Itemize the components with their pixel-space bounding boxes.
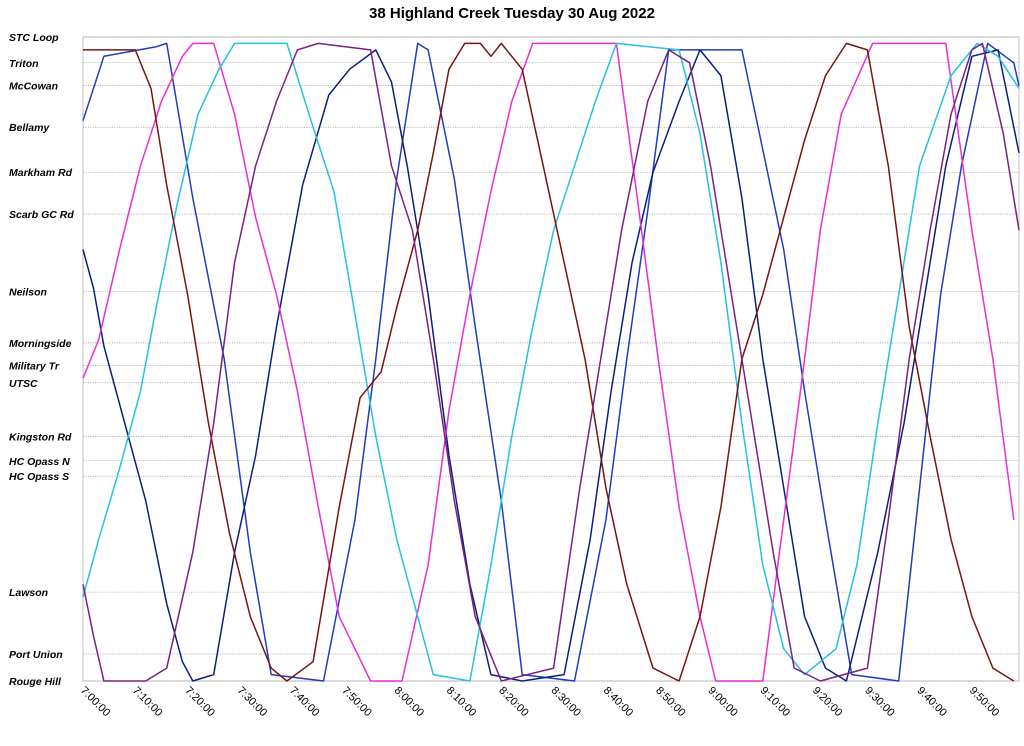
stop-label: Bellamy [9, 122, 50, 134]
series-line-1 [82, 42, 1020, 682]
plot-frame [82, 36, 1020, 682]
stop-label: UTSC [9, 378, 38, 390]
stop-label: Lawson [9, 587, 48, 599]
time-tick-label: 8:50:00 [653, 685, 687, 719]
time-tick-label: 8:30:00 [548, 685, 582, 719]
time-tick-label: 7:40:00 [287, 685, 321, 719]
stop-label: Neilson [9, 286, 47, 298]
series-line-6 [82, 42, 1020, 682]
time-tick-label: 7:10:00 [130, 685, 164, 719]
time-tick-label: 9:50:00 [967, 685, 1001, 719]
series-line-3 [82, 42, 1015, 682]
series-line-2 [82, 49, 1020, 682]
time-tick-label: 8:10:00 [444, 685, 478, 719]
time-tick-label: 9:00:00 [705, 685, 739, 719]
time-tick-label: 9:30:00 [862, 685, 896, 719]
stop-label: Port Union [9, 649, 63, 661]
time-tick-label: 8:00:00 [392, 685, 426, 719]
stop-label: McCowan [9, 80, 58, 92]
stop-label: HC Opass S [9, 471, 69, 483]
time-tick-label: 7:00:00 [78, 685, 112, 719]
series-traces [82, 42, 1020, 682]
stop-label: Military Tr [9, 360, 60, 372]
time-tick-label: 8:20:00 [496, 685, 530, 719]
time-tick-label: 9:20:00 [810, 685, 844, 719]
stop-label: Morningside [9, 338, 72, 350]
time-tick-label: 7:20:00 [182, 685, 216, 719]
stop-label: Triton [9, 58, 39, 70]
gridlines [82, 36, 1020, 682]
time-tick-labels: 7:00:00 7:10:00 7:20:00 7:30:00 7:40:00 7:50:… [78, 685, 1001, 719]
stop-label: Markham Rd [9, 167, 73, 179]
time-tick-label: 7:50:00 [339, 685, 373, 719]
time-tick-label: 9:10:00 [758, 685, 792, 719]
time-tick-label: 8:40:00 [601, 685, 635, 719]
stop-label: HC Opass N [9, 456, 70, 468]
stop-labels: STC Loop Triton McCowan Bellamy Markham Rd Sc… [9, 32, 74, 688]
time-tick-label: 9:40:00 [915, 685, 949, 719]
series-line-5 [83, 42, 1015, 682]
stop-label: STC Loop [9, 32, 59, 44]
stop-label: Kingston Rd [9, 431, 72, 443]
chart-title: 38 Highland Creek Tuesday 30 Aug 2022 [369, 5, 655, 22]
stop-label: Scarb GC Rd [9, 209, 74, 221]
time-tick-label: 7:30:00 [235, 685, 269, 719]
series-line-4 [82, 42, 1020, 682]
stop-label: Rouge Hill [9, 676, 62, 688]
